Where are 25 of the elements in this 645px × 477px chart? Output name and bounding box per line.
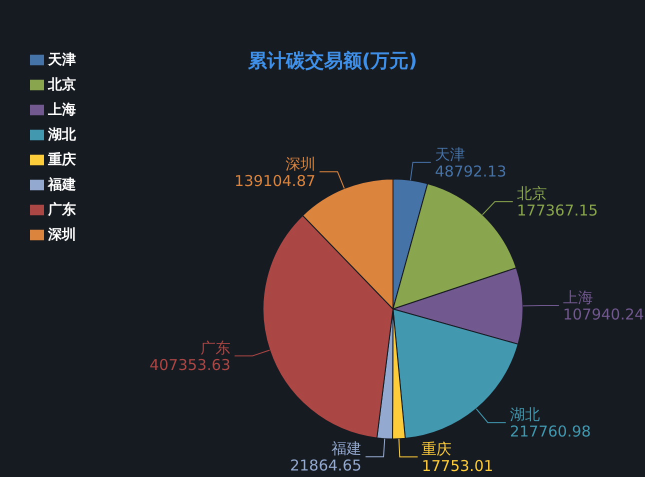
legend-label: 广东 [48, 202, 76, 218]
slice-label: 天津 [434, 145, 465, 164]
legend-label: 湖北 [48, 127, 76, 143]
data-label: 217760.98 [510, 422, 591, 441]
legend-label: 重庆 [48, 152, 76, 168]
legend-label: 天津 [48, 52, 76, 68]
slice-label: 湖北 [510, 406, 540, 424]
data-label: 107940.24 [562, 305, 644, 324]
data-label: 21864.65 [290, 456, 362, 475]
slice-label: 深圳 [286, 154, 316, 173]
chart-title: 累计碳交易额(万元) [248, 50, 418, 72]
slice-label: 福建 [332, 440, 362, 458]
slice-label: 北京 [516, 184, 547, 203]
data-label: 48792.13 [434, 162, 506, 180]
data-label: 407353.63 [149, 356, 231, 374]
slice-label: 广东 [200, 338, 231, 357]
legend-label: 深圳 [48, 227, 76, 243]
legend-label: 北京 [48, 77, 76, 93]
legend-label: 福建 [48, 177, 76, 193]
data-label: 17753.01 [422, 456, 494, 475]
slice-label: 上海 [562, 288, 593, 306]
legend-label: 上海 [48, 102, 76, 118]
data-label: 139104.87 [234, 172, 316, 190]
slice-label: 重庆 [422, 440, 452, 458]
data-label: 177367.15 [516, 202, 598, 220]
